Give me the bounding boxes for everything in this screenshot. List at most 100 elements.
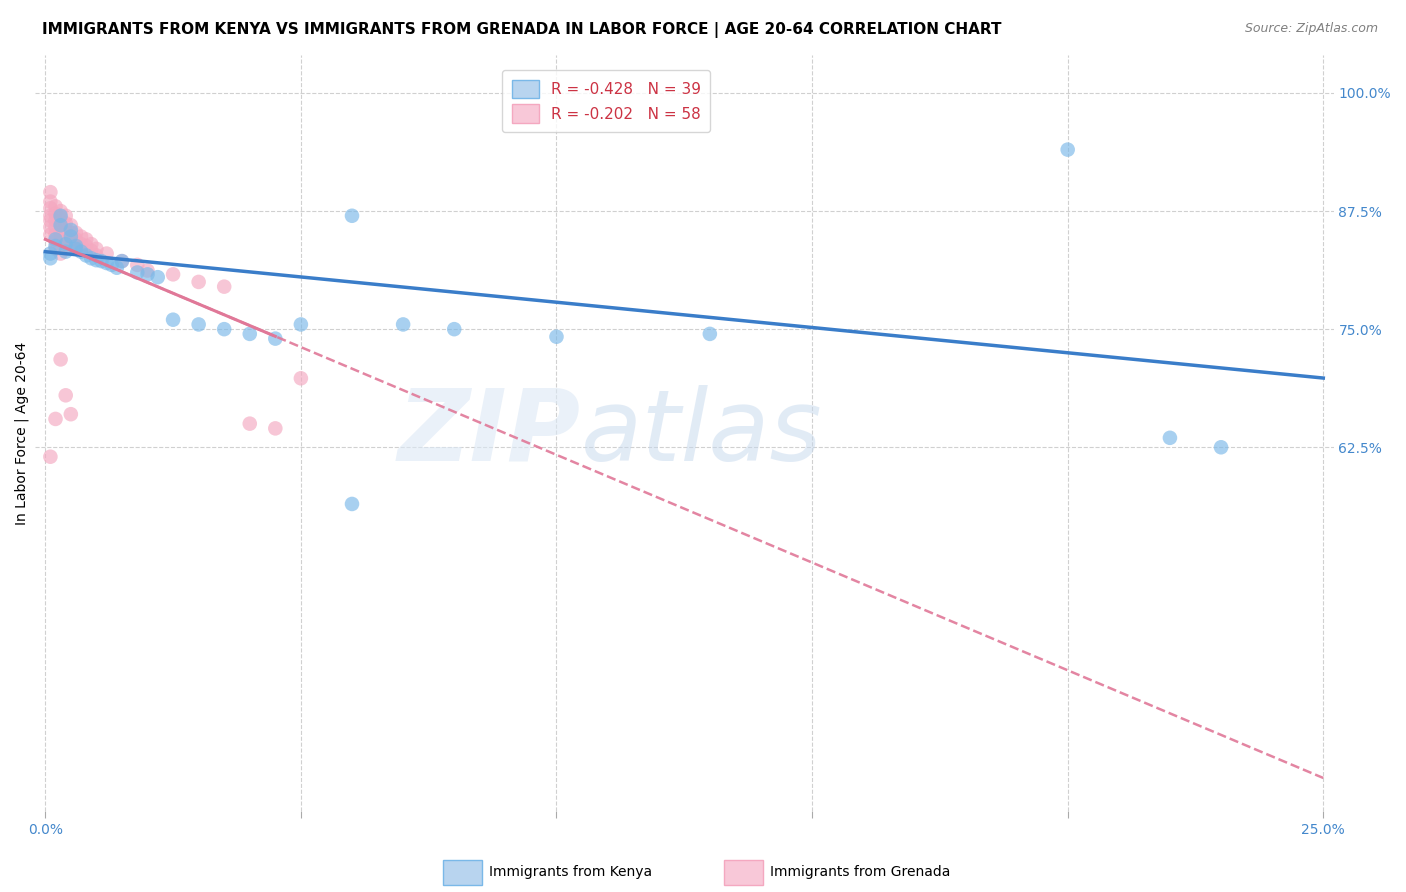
Point (70, 237, 93, 252)
Point (59, 226, 82, 240)
Point (44, 232, 66, 246)
Point (59, 229, 82, 244)
Text: IMMIGRANTS FROM KENYA VS IMMIGRANTS FROM GRENADA IN LABOR FORCE | AGE 20-64 CORR: IMMIGRANTS FROM KENYA VS IMMIGRANTS FROM… (42, 22, 1001, 38)
Point (239, 417, 262, 431)
Point (290, 318, 312, 332)
Legend: R = -0.428   N = 39, R = -0.202   N = 58: R = -0.428 N = 39, R = -0.202 N = 58 (502, 70, 710, 132)
Point (136, 263, 159, 277)
Point (264, 332, 287, 346)
Point (136, 268, 159, 282)
Point (546, 329, 568, 343)
Point (127, 265, 149, 279)
Point (59, 232, 82, 246)
Point (44, 199, 66, 213)
Point (100, 258, 122, 272)
Text: Source: ZipAtlas.com: Source: ZipAtlas.com (1244, 22, 1378, 36)
Point (111, 254, 134, 268)
Point (162, 268, 184, 282)
Point (49, 352, 72, 367)
Point (70, 229, 93, 244)
Point (39, 450, 62, 464)
Point (80, 244, 103, 258)
Point (44, 207, 66, 221)
Point (49, 209, 72, 223)
Point (55, 209, 77, 223)
Point (39, 220, 62, 235)
Text: Immigrants from Grenada: Immigrants from Grenada (770, 865, 950, 880)
Point (49, 218, 72, 232)
Text: ZIP: ZIP (398, 384, 581, 482)
Point (49, 239, 72, 253)
Point (55, 242, 77, 256)
Point (44, 412, 66, 426)
Point (39, 227, 62, 242)
Point (44, 220, 66, 235)
Point (111, 254, 134, 268)
Point (162, 312, 184, 326)
Point (392, 318, 415, 332)
Point (55, 216, 77, 230)
Point (90, 254, 112, 268)
Point (70, 244, 93, 259)
Point (49, 204, 72, 219)
Point (212, 322, 235, 336)
Point (59, 239, 82, 253)
Point (55, 237, 77, 252)
Text: atlas: atlas (581, 384, 823, 482)
Point (187, 275, 209, 289)
Point (55, 229, 77, 244)
Point (86, 253, 108, 268)
Point (340, 497, 363, 511)
Point (699, 326, 721, 341)
Point (75, 239, 97, 253)
Point (39, 252, 62, 266)
Point (44, 242, 66, 256)
Point (49, 211, 72, 225)
Point (1056, 143, 1078, 157)
Point (55, 244, 77, 259)
Point (65, 239, 87, 253)
Point (86, 248, 108, 262)
Point (86, 242, 108, 256)
Point (70, 242, 93, 256)
Point (39, 246, 62, 260)
Y-axis label: In Labor Force | Age 20-64: In Labor Force | Age 20-64 (15, 342, 30, 524)
Point (340, 209, 363, 223)
Point (80, 237, 103, 252)
Point (44, 213, 66, 227)
Point (105, 260, 128, 275)
Point (65, 242, 87, 256)
Point (187, 318, 209, 332)
Point (212, 279, 235, 293)
Point (49, 232, 72, 246)
Point (59, 218, 82, 232)
Point (59, 407, 82, 421)
Point (44, 234, 66, 248)
Point (39, 213, 62, 227)
Point (65, 226, 87, 240)
Point (55, 223, 77, 237)
Point (44, 239, 66, 253)
Point (75, 232, 97, 246)
Point (96, 246, 118, 260)
Point (55, 237, 77, 252)
Point (239, 326, 262, 341)
Text: Immigrants from Kenya: Immigrants from Kenya (489, 865, 652, 880)
Point (80, 252, 103, 266)
Point (96, 256, 118, 270)
Point (55, 388, 77, 402)
Point (127, 258, 149, 272)
Point (39, 185, 62, 199)
Point (146, 270, 169, 285)
Point (49, 226, 72, 240)
Point (1159, 431, 1181, 445)
Point (264, 421, 287, 435)
Point (59, 223, 82, 237)
Point (290, 371, 312, 385)
Point (39, 209, 62, 223)
Point (39, 201, 62, 215)
Point (65, 232, 87, 246)
Point (39, 194, 62, 209)
Point (443, 322, 465, 336)
Point (44, 227, 66, 242)
